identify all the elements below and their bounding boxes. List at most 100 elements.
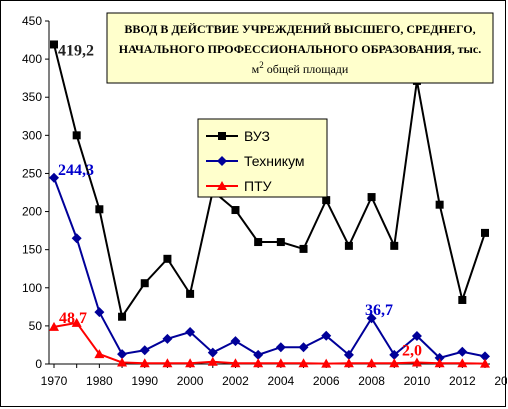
axes: 0 50 100 150 200 250 300 350 400 450 1970 1980 1990 2… <box>22 14 507 388</box>
series-line <box>53 177 486 360</box>
point-marker-square <box>276 238 285 247</box>
point-marker-diamond <box>217 156 227 166</box>
point-marker-diamond <box>389 349 400 360</box>
title-unit-sup: 2 <box>259 60 264 70</box>
point-marker-diamond <box>207 347 218 358</box>
point-marker-diamond <box>480 351 490 362</box>
x-tick-label: 2012 <box>449 374 476 388</box>
point-marker-diamond <box>343 349 354 360</box>
point-marker-diamond <box>321 330 332 341</box>
x-tick-label: 1980 <box>86 374 113 388</box>
point-marker-triangle <box>139 358 150 368</box>
point-marker-diamond <box>275 342 286 353</box>
point-marker-triangle <box>434 358 445 368</box>
data-label: 419,2 <box>58 42 94 59</box>
title-line-2: НАЧАЛЬНОГО ПРОФЕССИОНАЛЬНОГО ОБРАЗОВАНИЯ… <box>119 42 481 56</box>
point-marker-diamond <box>117 349 128 360</box>
series-layer <box>49 40 490 368</box>
point-marker-square <box>322 196 331 205</box>
data-label: 244,3 <box>58 162 94 179</box>
point-marker-triangle <box>117 357 128 367</box>
point-marker-triangle <box>49 321 59 331</box>
x-tick-label: 2002 <box>222 374 249 388</box>
point-marker-triangle <box>457 358 468 368</box>
point-marker-diamond <box>185 326 196 337</box>
point-marker-diamond <box>457 346 468 357</box>
x-tick-label: 2014 <box>494 374 507 388</box>
point-marker-square <box>72 131 81 140</box>
point-marker-square <box>50 40 58 49</box>
point-marker-square <box>95 205 104 214</box>
point-marker-square <box>163 254 172 263</box>
point-marker-triangle <box>253 358 264 368</box>
point-marker-diamond <box>253 349 264 360</box>
legend-label: ПТУ <box>244 178 272 194</box>
point-marker-square <box>218 132 226 140</box>
legend-item-1: ВУЗ <box>206 128 270 144</box>
point-marker-diamond <box>71 233 82 244</box>
y-tick-label: 50 <box>29 319 43 333</box>
point-marker-diamond <box>162 333 173 344</box>
data-label: 36,7 <box>365 302 393 319</box>
point-marker-triangle <box>230 358 241 368</box>
y-tick-label: 300 <box>22 128 42 142</box>
point-marker-triangle <box>298 358 309 368</box>
x-tick-label: 2010 <box>404 374 431 388</box>
x-tick-label: 2004 <box>267 374 294 388</box>
x-tick-label: 1990 <box>131 374 158 388</box>
title-line-1: ВВОД В ДЕЙСТВИЕ УЧРЕЖДЕНИЙ ВЫСШЕГО, СРЕД… <box>124 22 475 36</box>
point-marker-diamond <box>94 307 105 318</box>
point-marker-diamond <box>49 172 59 183</box>
series-line <box>53 321 486 365</box>
point-marker-diamond <box>298 342 309 353</box>
data-label: 48,7 <box>59 310 87 327</box>
point-marker-triangle <box>162 358 173 368</box>
point-marker-triangle <box>411 357 422 367</box>
point-marker-square <box>458 295 467 304</box>
x-tick-label: 2000 <box>177 374 204 388</box>
title-unit-rest: общей площади <box>264 62 349 76</box>
y-tick-label: 200 <box>22 205 42 219</box>
y-tick-label: 400 <box>22 52 42 66</box>
point-marker-square <box>231 206 240 215</box>
legend-label: ВУЗ <box>244 128 270 144</box>
legend-label: Техникум <box>244 153 305 169</box>
point-marker-square <box>481 228 489 237</box>
point-marker-triangle <box>207 356 218 366</box>
series-2 <box>49 172 490 363</box>
point-marker-square <box>118 312 127 321</box>
chart-title: ВВОД В ДЕЙСТВИЕ УЧРЕЖДЕНИЙ ВЫСШЕГО, СРЕД… <box>106 12 494 84</box>
title-unit-m: м <box>252 62 260 76</box>
x-tick-label: 1970 <box>41 374 68 388</box>
x-tick-label: 2008 <box>358 374 385 388</box>
legend-item-3: ПТУ <box>206 178 272 194</box>
point-marker-square <box>367 193 376 202</box>
point-marker-square <box>344 241 353 250</box>
series-3 <box>49 317 490 368</box>
point-marker-diamond <box>411 331 422 342</box>
point-marker-triangle <box>94 349 105 359</box>
point-marker-triangle <box>321 358 332 368</box>
point-marker-diamond <box>139 345 150 356</box>
point-marker-square <box>186 289 195 298</box>
point-marker-square <box>140 279 149 288</box>
point-marker-square <box>254 238 263 247</box>
point-marker-diamond <box>366 313 377 324</box>
title-box <box>106 12 494 84</box>
y-tick-label: 150 <box>22 243 42 257</box>
point-marker-square <box>390 241 399 250</box>
point-marker-triangle <box>185 358 196 368</box>
point-marker-triangle <box>71 317 82 327</box>
point-marker-diamond <box>434 352 445 363</box>
y-tick-label: 350 <box>22 90 42 104</box>
legend-item-2: Техникум <box>206 153 305 169</box>
point-marker-square <box>435 200 444 209</box>
data-label: 2,0 <box>402 342 422 359</box>
y-tick-label: 0 <box>35 357 42 371</box>
y-tick-label: 250 <box>22 166 42 180</box>
x-tick-label: 2006 <box>313 374 340 388</box>
y-tick-label: 450 <box>22 14 42 28</box>
